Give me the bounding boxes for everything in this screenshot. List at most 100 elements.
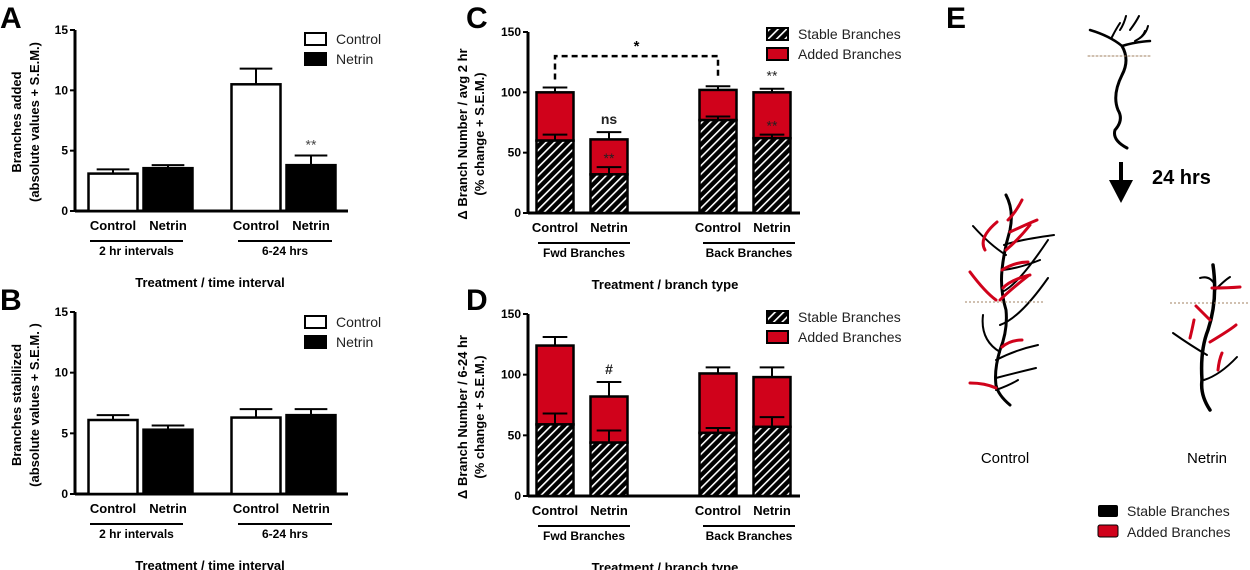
- bar-segment-stable: [535, 423, 575, 498]
- y-tick-label: 0: [61, 204, 68, 218]
- bar-segment-stable: [752, 136, 792, 215]
- group-label: Back Branches: [706, 529, 793, 543]
- bar-segment-added: [535, 91, 575, 142]
- significance-label: #: [605, 361, 613, 377]
- legend-swatch: [304, 335, 327, 349]
- category-label: Control: [532, 220, 578, 235]
- panel-a: A Branches added (absolute values + S.E.M.…: [0, 2, 381, 290]
- y-tick-label: 10: [55, 83, 69, 97]
- netrin-neuron-drawing: [1172, 263, 1242, 412]
- time-label: 24 hrs: [1152, 167, 1211, 189]
- significance-label: ns: [601, 111, 618, 127]
- legend-swatch: [766, 310, 789, 324]
- y-axis-label: Branches stabilized: [9, 344, 24, 466]
- category-label: Netrin: [590, 220, 628, 235]
- y-tick-label: 0: [514, 489, 521, 503]
- bar: [285, 413, 337, 496]
- x-axis-label: Treatment / branch type: [592, 277, 739, 292]
- y-tick-label: 10: [55, 366, 69, 380]
- netrin-label: Netrin: [1187, 450, 1227, 467]
- legend-label-added: Added Branches: [1127, 524, 1231, 540]
- bar: [285, 163, 337, 213]
- significance-bracket: [553, 54, 720, 80]
- bar: [142, 166, 194, 213]
- category-label: Netrin: [292, 218, 330, 233]
- legend-label: Control: [336, 31, 381, 47]
- x-axis-label: Treatment / branch type: [592, 560, 739, 570]
- y-tick-label: 150: [501, 307, 521, 321]
- legend-label-stable: Stable Branches: [1127, 503, 1230, 519]
- category-label: Control: [233, 218, 279, 233]
- y-tick-label: 15: [55, 23, 69, 37]
- control-label: Control: [981, 450, 1029, 467]
- y-tick-label: 0: [61, 487, 68, 501]
- legend-label: Added Branches: [798, 329, 902, 345]
- category-label: Control: [695, 503, 741, 518]
- bar-segment-stable: [698, 118, 738, 215]
- panel-letter: A: [0, 2, 22, 35]
- group-label: 6-24 hrs: [262, 527, 308, 541]
- panel-c: C Δ Branch Number / avg 2 hr (% change + S…: [455, 2, 902, 292]
- category-label: Control: [233, 501, 279, 516]
- y-tick-label: 100: [501, 368, 521, 382]
- bar: [230, 83, 282, 213]
- y-tick-label: 150: [501, 25, 521, 39]
- bar-segment-stable: [698, 431, 738, 498]
- legend-label: Netrin: [336, 334, 373, 350]
- category-label: Control: [695, 220, 741, 235]
- group-label: 6-24 hrs: [262, 244, 308, 258]
- legend-swatch: [766, 27, 789, 41]
- legend-label: Netrin: [336, 51, 373, 67]
- group-label: Back Branches: [706, 246, 793, 260]
- legend-label: Added Branches: [798, 46, 902, 62]
- significance-label: **: [767, 68, 778, 84]
- y-axis-label: (% change + S.E.M.): [472, 355, 487, 478]
- x-axis-label: Treatment / time interval: [135, 275, 285, 290]
- legend-swatch-stable: [1098, 505, 1118, 517]
- bar: [87, 418, 139, 496]
- y-tick-label: 100: [501, 85, 521, 99]
- initial-neuron-drawing: [1087, 15, 1152, 150]
- category-label: Control: [532, 503, 578, 518]
- panel-letter: E: [946, 2, 966, 35]
- category-label: Netrin: [590, 503, 628, 518]
- significance-label: **: [306, 136, 317, 152]
- bar-segment-stable: [752, 425, 792, 498]
- x-axis-label: Treatment / time interval: [135, 558, 285, 570]
- bar-segment-stable: [589, 441, 629, 498]
- legend-label: Stable Branches: [798, 26, 901, 42]
- y-tick-label: 5: [61, 426, 68, 440]
- category-label: Netrin: [292, 501, 330, 516]
- y-tick-label: 0: [514, 206, 521, 220]
- legend-label: Stable Branches: [798, 309, 901, 325]
- group-label: Fwd Branches: [543, 529, 625, 543]
- category-label: Netrin: [753, 503, 791, 518]
- category-label: Netrin: [149, 218, 187, 233]
- bar-segment-stable: [589, 173, 629, 215]
- legend-swatch-added: [1097, 524, 1119, 538]
- category-label: Control: [90, 218, 136, 233]
- category-label: Netrin: [149, 501, 187, 516]
- arrow-down-icon: [1109, 162, 1133, 203]
- panel-e: E 24 hrs Control Netrin Stable Branches: [946, 2, 1250, 540]
- y-axis-label: (absolute values + S.E.M. ): [27, 323, 42, 487]
- y-axis-label: Δ Branch Number / avg 2 hr: [455, 48, 470, 219]
- bar-segment-added: [698, 372, 738, 435]
- panel-letter: C: [466, 2, 488, 35]
- panel-d: D Δ Branch Number / 6-24 hr (% change + S.…: [455, 284, 902, 570]
- y-tick-label: 5: [61, 144, 68, 158]
- bar: [230, 416, 282, 496]
- legend-label: Control: [336, 314, 381, 330]
- group-label: 2 hr intervals: [99, 527, 174, 541]
- control-neuron-drawing: [968, 193, 1055, 407]
- y-axis-label: Branches added: [9, 71, 24, 172]
- y-axis-label: (absolute values + S.E.M.): [27, 42, 42, 202]
- y-tick-label: 50: [508, 146, 522, 160]
- category-label: Control: [90, 501, 136, 516]
- panel-letter: D: [466, 284, 488, 317]
- significance-label: *: [634, 38, 640, 55]
- category-label: Netrin: [753, 220, 791, 235]
- y-tick-label: 50: [508, 428, 522, 442]
